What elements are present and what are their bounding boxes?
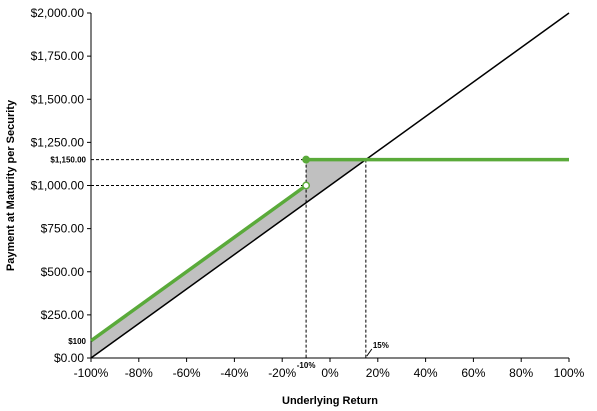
x-tick-label: -40% <box>220 366 248 380</box>
x-tick-label: 60% <box>461 366 485 380</box>
x-tick-label: 40% <box>414 366 438 380</box>
y-tick-label: $500.00 <box>41 265 85 279</box>
annotations: $1,150.00 $100 -10% 15% <box>50 156 388 370</box>
y-tick-label: $1,000.00 <box>31 179 85 193</box>
x-tick-label: -20% <box>268 366 296 380</box>
series-line-0 <box>90 12 570 359</box>
x-tick-label: 20% <box>366 366 390 380</box>
y-axis-title: Payment at Maturity per Security <box>5 99 17 271</box>
y-tick-label: $2,000.00 <box>31 6 85 20</box>
x-tick-label: -60% <box>173 366 201 380</box>
y-tick-label: $0.00 <box>54 351 84 365</box>
annotation-label: 15% <box>373 341 389 350</box>
series-lines <box>89 12 570 359</box>
series-line-1 <box>89 184 308 343</box>
annotation-label: $100 <box>68 337 86 346</box>
shaded-region-0 <box>91 185 307 358</box>
x-tick-label: 100% <box>554 366 585 380</box>
tick-labels: $0.00 $250.00 $500.00 $750.00 $1,000.00 $1,25… <box>31 6 585 380</box>
filled-marker <box>302 155 311 164</box>
x-axis-title: Underlying Return <box>282 395 378 407</box>
annotation-leader <box>366 348 373 357</box>
annotation-label: $1,150.00 <box>50 156 86 165</box>
markers <box>302 155 311 190</box>
axes <box>87 12 570 362</box>
x-tick-label: -80% <box>125 366 153 380</box>
annotation-label: -10% <box>297 361 316 370</box>
y-tick-label: $1,250.00 <box>31 135 85 149</box>
y-tick-label: $1,500.00 <box>31 92 85 106</box>
x-tick-label: 80% <box>509 366 533 380</box>
y-tick-label: $750.00 <box>41 222 85 236</box>
y-tick-label: $1,750.00 <box>31 49 85 63</box>
x-tick-label: 0% <box>321 366 339 380</box>
y-tick-label: $250.00 <box>41 308 85 322</box>
x-tick-label: -100% <box>74 366 109 380</box>
open-marker <box>302 181 311 190</box>
reference-lines <box>91 159 367 358</box>
